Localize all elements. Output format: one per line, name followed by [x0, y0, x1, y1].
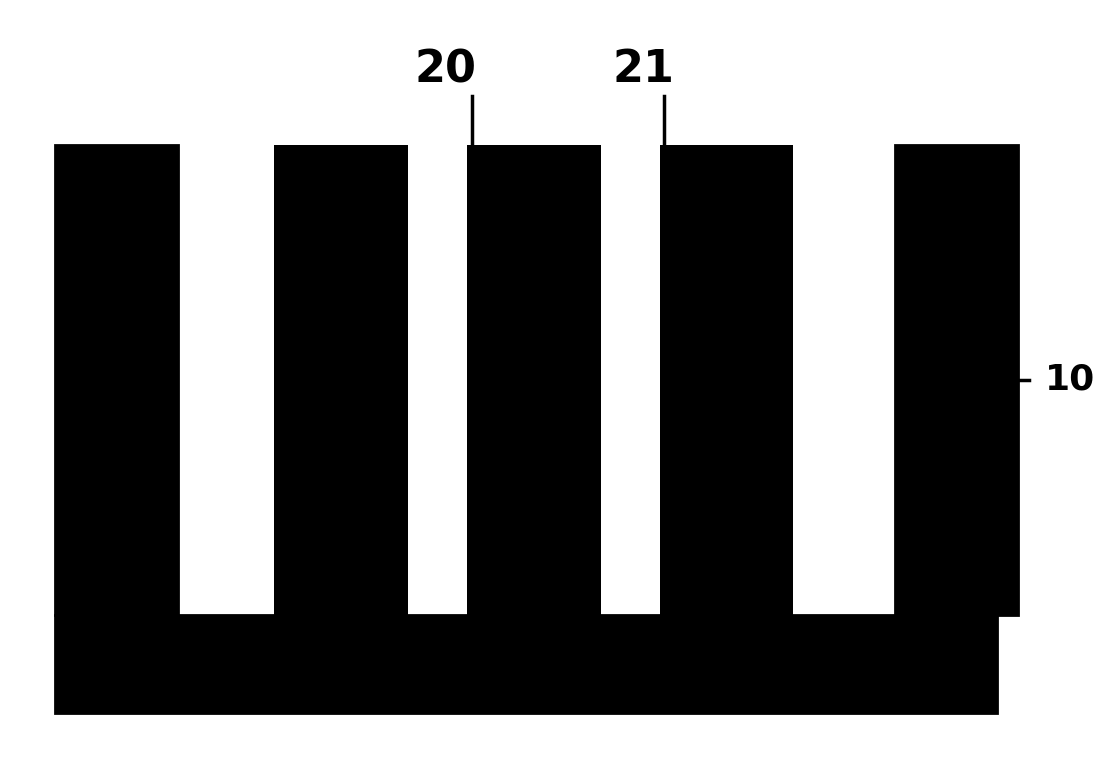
Text: 20: 20 — [414, 48, 476, 91]
Bar — [895, 145, 1018, 615]
Bar — [660, 145, 793, 615]
Text: 10: 10 — [1045, 363, 1095, 397]
Bar — [274, 145, 408, 615]
Bar — [55, 615, 997, 713]
Text: 21: 21 — [613, 48, 674, 91]
Bar — [467, 145, 601, 615]
Bar — [55, 145, 179, 615]
